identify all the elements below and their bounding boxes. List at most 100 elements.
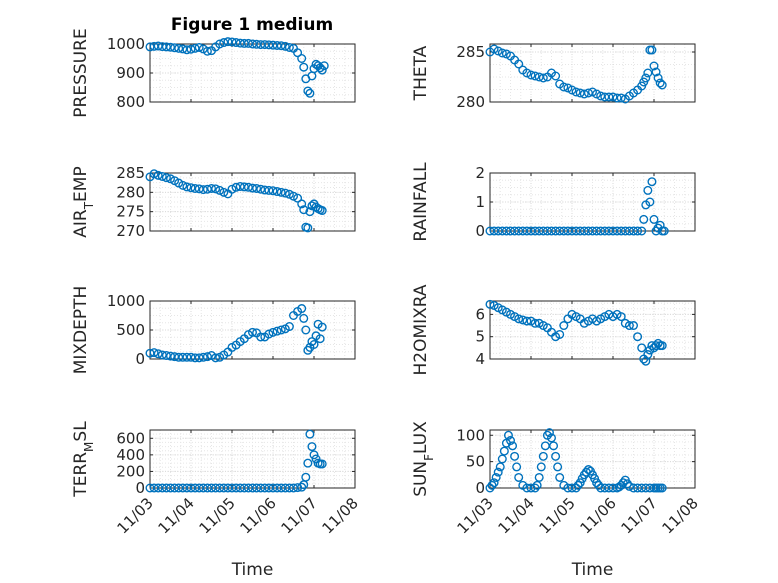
x-axis-label: Time	[571, 560, 614, 580]
data-point	[629, 321, 639, 331]
data-point	[165, 174, 175, 184]
x-tick-label: 11/07	[278, 494, 321, 537]
data-point	[549, 441, 559, 451]
data-point	[559, 82, 569, 92]
data-point	[633, 332, 643, 342]
y-tick-label: 100	[456, 426, 485, 444]
data-point	[608, 483, 618, 493]
y-tick-label: 4	[475, 350, 485, 368]
y-axis-label: AIRTEMP	[71, 166, 96, 237]
data-point	[551, 451, 561, 461]
data-point	[637, 226, 647, 236]
subplot-theta: 280 285 THETA	[411, 43, 696, 111]
data-point	[510, 451, 520, 461]
data-point	[643, 350, 653, 360]
x-tick-label: 11/05	[536, 494, 579, 537]
data-point	[153, 170, 163, 180]
data-point	[272, 326, 282, 336]
y-tick-label: 200	[116, 462, 145, 480]
data-point	[194, 42, 204, 52]
y-tick-label: 1000	[107, 35, 145, 53]
y-tick-label: 1	[475, 193, 485, 211]
data-point	[239, 182, 249, 192]
data-point	[659, 226, 669, 236]
data-point	[514, 472, 524, 482]
data-point	[157, 171, 167, 181]
data-point	[161, 351, 171, 361]
data-point	[247, 327, 257, 337]
data-point	[616, 93, 626, 103]
data-point	[485, 299, 495, 309]
data-point	[622, 479, 632, 489]
y-tick-label: 280	[116, 183, 145, 201]
data-point	[657, 80, 667, 90]
data-point	[202, 352, 212, 362]
subplot-pressure: 800 900 1000 PRESSURE	[71, 28, 356, 118]
data-point	[305, 207, 315, 217]
data-point	[303, 223, 313, 233]
data-point	[317, 206, 327, 216]
data-point	[639, 214, 649, 224]
data-point	[657, 483, 667, 493]
data-point	[649, 61, 659, 71]
y-tick-label: 600	[116, 429, 145, 447]
x-tick-label: 11/04	[495, 494, 538, 537]
data-point	[647, 177, 657, 187]
data-point	[178, 180, 188, 190]
data-point	[538, 73, 548, 83]
x-tick-label: 11/04	[155, 494, 198, 537]
data-point	[227, 184, 237, 194]
data-point	[165, 351, 175, 361]
y-tick-label: 50	[466, 453, 485, 471]
data-point	[616, 312, 626, 322]
data-point	[319, 61, 329, 71]
data-point	[559, 321, 569, 331]
data-point	[202, 46, 212, 56]
data-point	[643, 185, 653, 195]
data-point	[604, 92, 614, 102]
y-axis-label: SUNFLUX	[411, 421, 436, 497]
data-point	[293, 48, 303, 58]
data-point	[315, 334, 325, 344]
data-point	[508, 441, 518, 451]
data-point	[206, 183, 216, 193]
data-point	[215, 39, 225, 49]
x-tick-label: 11/06	[577, 494, 620, 537]
data-point	[643, 68, 653, 78]
data-point	[530, 483, 540, 493]
data-point	[530, 71, 540, 81]
data-point	[534, 472, 544, 482]
data-point	[284, 42, 294, 52]
data-point	[317, 65, 327, 75]
data-point	[297, 482, 307, 492]
data-point	[493, 467, 503, 477]
subplot-sun-flux: 0 50 100 SUNFLUX 11/0311/0411/0511/0611/0711…	[411, 421, 702, 580]
data-point	[655, 78, 665, 88]
y-axis-label: TERRMSL	[71, 421, 96, 498]
y-tick-label: 2	[475, 164, 485, 182]
y-tick-label: 0	[135, 350, 145, 368]
subplot-h2omixra: 4 5 6 H2OMIXRA	[411, 284, 696, 376]
data-point	[297, 199, 307, 209]
data-point	[583, 88, 593, 98]
data-point	[547, 433, 557, 443]
axes-box	[489, 300, 696, 360]
data-point	[309, 340, 319, 350]
y-tick-label: 1000	[107, 292, 145, 310]
y-axis-label: THETA	[411, 45, 431, 101]
data-point	[153, 349, 163, 359]
data-point	[575, 478, 585, 488]
data-point	[194, 353, 204, 363]
data-point	[651, 67, 661, 77]
data-point	[530, 318, 540, 328]
data-point	[243, 182, 253, 192]
data-point	[284, 189, 294, 199]
data-point	[280, 41, 290, 51]
data-point	[186, 44, 196, 54]
data-point	[227, 37, 237, 47]
axes-box	[149, 172, 356, 232]
data-point	[497, 454, 507, 464]
data-point	[497, 48, 507, 58]
x-tick-label: 11/07	[618, 494, 661, 537]
